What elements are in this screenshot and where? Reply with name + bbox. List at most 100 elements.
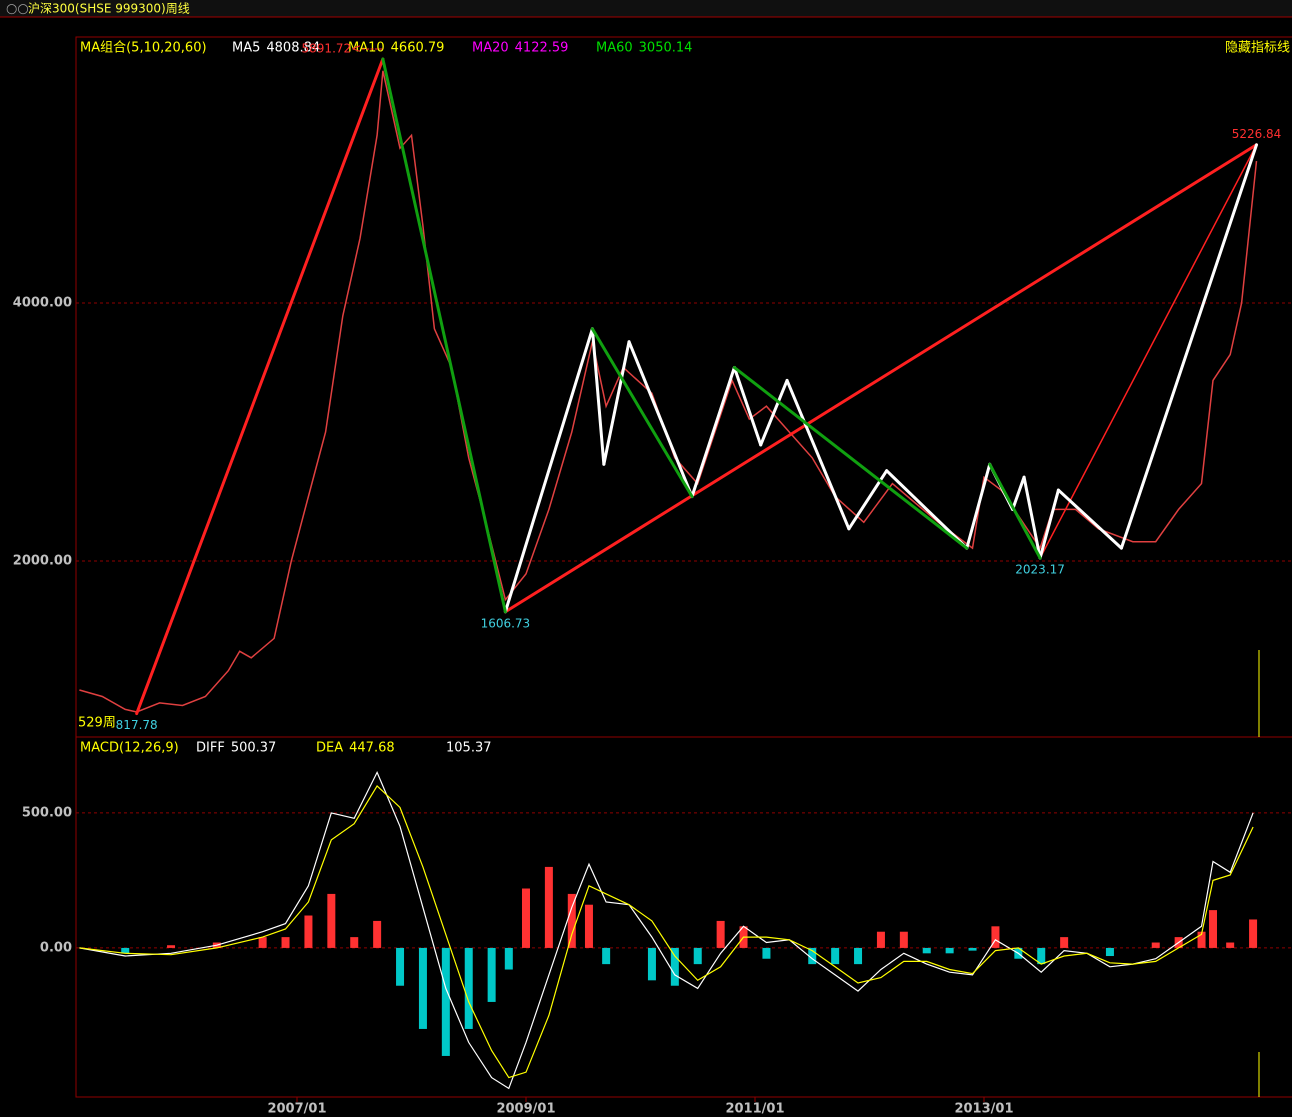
zigzag-segment: [785, 378, 851, 531]
zigzag-segment: [503, 327, 594, 614]
zigzag-segment: [627, 340, 694, 499]
macd-bar: [441, 947, 450, 1056]
zigzag-segment: [885, 469, 969, 550]
macd-bar: [762, 947, 771, 959]
y-tick-label: 500.00: [22, 805, 72, 820]
dea-line: [79, 784, 1254, 1079]
y-tick-label: 4000.00: [13, 296, 72, 311]
zigzag-segment: [381, 57, 507, 614]
macd-bar: [1037, 947, 1046, 965]
hide-indicator-button[interactable]: 隐藏指标线: [1225, 41, 1290, 56]
y-tick-label: 2000.00: [13, 554, 72, 569]
zigzag-segment: [690, 366, 736, 499]
chart-title: 沪深300(SHSE 999300)周线: [28, 2, 190, 16]
macd-bar: [1249, 919, 1258, 948]
legend-value: 4808.84: [266, 41, 320, 56]
legend-value: 447.68: [349, 741, 395, 756]
zigzag-segment: [1011, 475, 1026, 511]
x-tick-label: 2011/01: [725, 1102, 784, 1117]
macd-bar: [945, 947, 954, 954]
y-tick-label: 0.00: [40, 940, 72, 955]
macd-bar: [521, 888, 530, 948]
legend-name: MA10: [348, 41, 385, 56]
macd-bar: [327, 893, 336, 948]
zigzag-segment: [1119, 143, 1259, 550]
legend-value: 105.37: [446, 741, 492, 756]
macd-bar: [418, 947, 427, 1029]
macd-bar: [1226, 942, 1235, 948]
macd-bar: [831, 947, 840, 965]
macd-bar: [567, 893, 576, 948]
macd-bar: [968, 947, 977, 951]
annotation: 5226.84: [1232, 127, 1282, 141]
macd-bar: [350, 937, 359, 948]
title-icon: ○○: [6, 2, 29, 17]
zigzag-segment: [965, 462, 992, 550]
macd-bar: [991, 926, 1000, 948]
macd-bar: [281, 937, 290, 948]
macd-bar: [544, 866, 553, 948]
legend-name: DEA: [316, 741, 343, 756]
macd-bar: [1105, 947, 1114, 957]
macd-bar: [487, 947, 496, 1002]
macd-bar: [1197, 931, 1206, 948]
period-label: 529周: [78, 716, 116, 731]
macd-bar: [304, 915, 313, 948]
macd-bar: [504, 947, 513, 970]
legend-value: 4660.79: [391, 41, 445, 56]
macd-bar: [693, 947, 702, 965]
legend-name: MA60: [596, 41, 633, 56]
macd-bar: [922, 947, 931, 954]
zigzag-segment: [988, 462, 1042, 560]
zigzag-segment: [732, 366, 969, 550]
macd-bar: [647, 947, 656, 981]
zigzag-segment: [1056, 488, 1123, 550]
legend-value: 500.37: [231, 741, 277, 756]
x-tick-label: 2009/01: [496, 1102, 555, 1117]
macd-bar: [373, 920, 382, 948]
annotation: 2023.17: [1015, 563, 1065, 577]
macd-bar: [716, 920, 725, 948]
price-line: [79, 70, 1258, 713]
zigzag-segment: [732, 366, 763, 447]
zigzag-segment: [590, 327, 694, 499]
macd-bar: [808, 947, 817, 965]
legend-value: 3050.14: [639, 41, 693, 56]
macd-bar: [854, 947, 863, 965]
zigzag-segment: [135, 57, 385, 716]
macd-bar: [670, 947, 679, 986]
macd-bar: [258, 937, 267, 948]
panel-frame: [75, 36, 1292, 1098]
legend-value: 4122.59: [515, 41, 569, 56]
macd-bar: [396, 947, 405, 986]
macd-bar: [876, 931, 885, 948]
zigzag-segment: [759, 378, 789, 447]
macd-bar: [121, 947, 130, 954]
zigzag-segment: [503, 143, 1259, 614]
macd-bar: [1060, 937, 1069, 948]
macd-bar: [584, 904, 593, 948]
zigzag-segment: [1038, 488, 1060, 560]
macd-bar: [899, 931, 908, 948]
legend-name: DIFF: [196, 741, 225, 756]
indicator-label: MACD(12,26,9): [80, 741, 179, 756]
zigzag-segment: [1022, 475, 1042, 560]
zigzag-segment: [1039, 143, 1258, 559]
title-bar: [0, 0, 1292, 17]
macd-bar: [464, 947, 473, 1029]
x-tick-label: 2007/01: [267, 1102, 326, 1117]
macd-bar: [1151, 942, 1160, 948]
annotation: 5891.72<-----: [302, 41, 383, 55]
legend-name: MA5: [232, 41, 260, 56]
zigzag-segment: [602, 340, 631, 466]
macd-bar: [167, 945, 176, 948]
legend-name: MA20: [472, 41, 509, 56]
annotation: 817.78: [116, 718, 158, 732]
annotation: 1606.73: [481, 616, 531, 630]
zigzag-segment: [590, 327, 606, 466]
diff-line: [79, 770, 1254, 1090]
macd-bar: [602, 947, 611, 965]
macd-bar: [1208, 910, 1217, 948]
